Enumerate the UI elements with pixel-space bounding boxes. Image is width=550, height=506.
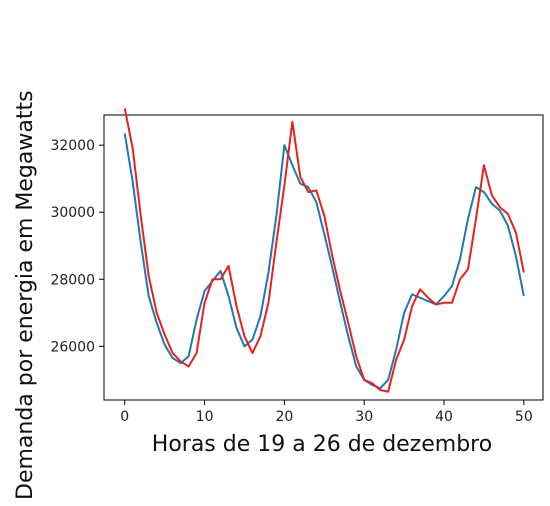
y-tick-label: 32000 <box>50 138 95 154</box>
y-tick-label: 26000 <box>50 339 95 355</box>
x-tick-label: 10 <box>196 409 214 425</box>
x-tick-label: 30 <box>355 409 373 425</box>
plot-area <box>103 114 544 401</box>
x-tick-label: 20 <box>275 409 293 425</box>
x-axis-title: Horas de 19 a 26 de dezembro <box>152 432 492 457</box>
x-axis-ticks: 0 10 20 30 40 50 <box>120 400 533 425</box>
x-tick-label: 0 <box>120 409 129 425</box>
series-line-1 <box>123 133 525 390</box>
y-axis-ticks: 26000 28000 30000 32000 <box>50 138 104 355</box>
y-tick-label: 30000 <box>50 205 95 221</box>
series-line-2 <box>123 108 525 393</box>
x-tick-label: 40 <box>435 409 453 425</box>
x-tick-label: 50 <box>515 409 533 425</box>
y-tick-label: 28000 <box>50 272 95 288</box>
series-layer <box>123 108 525 393</box>
y-axis-title: Demanda por energia em Megawatts <box>13 90 38 500</box>
